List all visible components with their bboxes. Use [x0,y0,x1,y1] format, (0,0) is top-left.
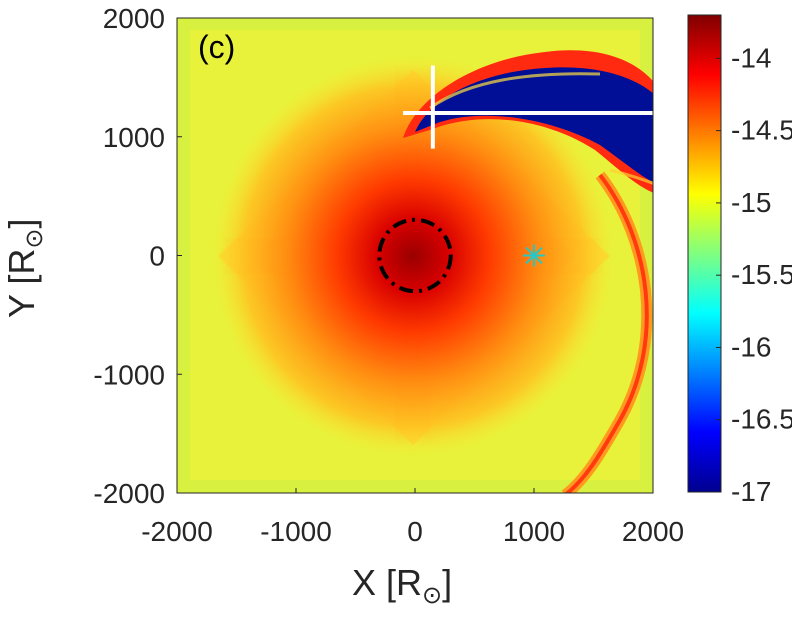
x-tick-label: -2000 [141,516,213,547]
x-tick-label: 2000 [622,516,684,547]
central-core [213,56,613,456]
y-tick-label: 2000 [103,3,165,34]
x-axis-label: X [R⊙] [352,562,452,609]
x-tick-label: -1000 [260,516,332,547]
colorbar-tick-label: -17 [731,476,771,507]
colorbar-tick-label: -16 [731,331,771,362]
colorbar-tick-label: -15 [731,187,771,218]
colorbar-tick-label: -14 [731,42,771,73]
y-tick-label: -2000 [93,478,165,509]
colorbar-ticks: -14 -14.5 -15 -15.5 -16 -16.5 -17 [716,42,792,507]
colorbar-tick-label: -14.5 [731,115,792,146]
heatmap-field [177,18,653,493]
x-tick-label: 1000 [503,516,565,547]
panel-label: (c) [198,29,235,65]
colorbar: -14 -14.5 -15 -15.5 -16 -16.5 -17 [687,14,792,507]
x-axis: -2000 -1000 0 1000 2000 [141,488,684,547]
spiral-band-core [415,67,653,182]
y-tick-label: 1000 [103,122,165,153]
colorbar-tick-label: -16.5 [731,404,792,435]
star-marker [523,244,545,267]
y-axis: -2000 -1000 0 1000 2000 [93,3,182,509]
y-tick-label: -1000 [93,359,165,390]
y-axis-label: Y [R⊙] [1,219,48,319]
y-tick-label: 0 [149,241,165,272]
dashed-circle [377,217,453,294]
x-tick-label: 0 [407,516,423,547]
colorbar-gradient [687,14,722,493]
colorbar-tick-label: -15.5 [731,259,792,290]
star-marker-stroke [525,246,543,265]
